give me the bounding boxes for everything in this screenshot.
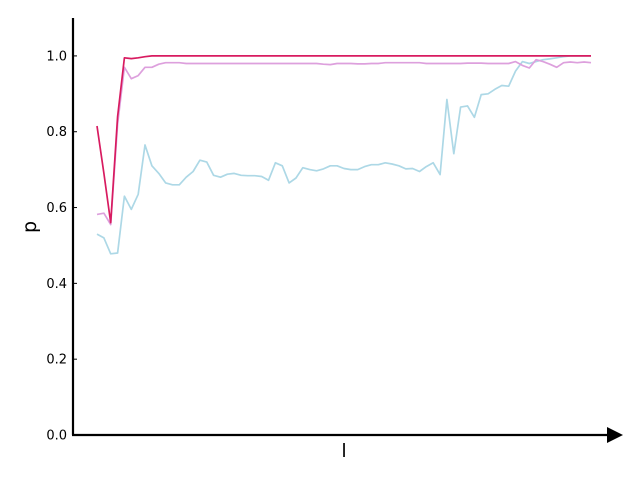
y-ticks: 0.0 0.2 0.4 0.6 0.8 1.0 — [46, 49, 77, 444]
series-layer — [96, 55, 592, 255]
y-tick-label: 0.6 — [46, 201, 67, 216]
x-axis-label: l — [341, 440, 346, 462]
axes — [71, 18, 623, 443]
x-axis-arrow-icon — [607, 427, 623, 443]
y-tick-label: 0.2 — [46, 353, 67, 368]
series-line-3 — [96, 55, 591, 224]
y-tick-label: 1.0 — [46, 49, 67, 64]
y-tick-label: 0.0 — [46, 429, 67, 444]
y-tick-label: 0.4 — [46, 277, 67, 292]
y-axis-label: p — [19, 221, 41, 233]
series-line-1 — [96, 55, 591, 255]
y-tick-label: 0.8 — [46, 125, 67, 140]
series-line-2 — [96, 58, 592, 226]
